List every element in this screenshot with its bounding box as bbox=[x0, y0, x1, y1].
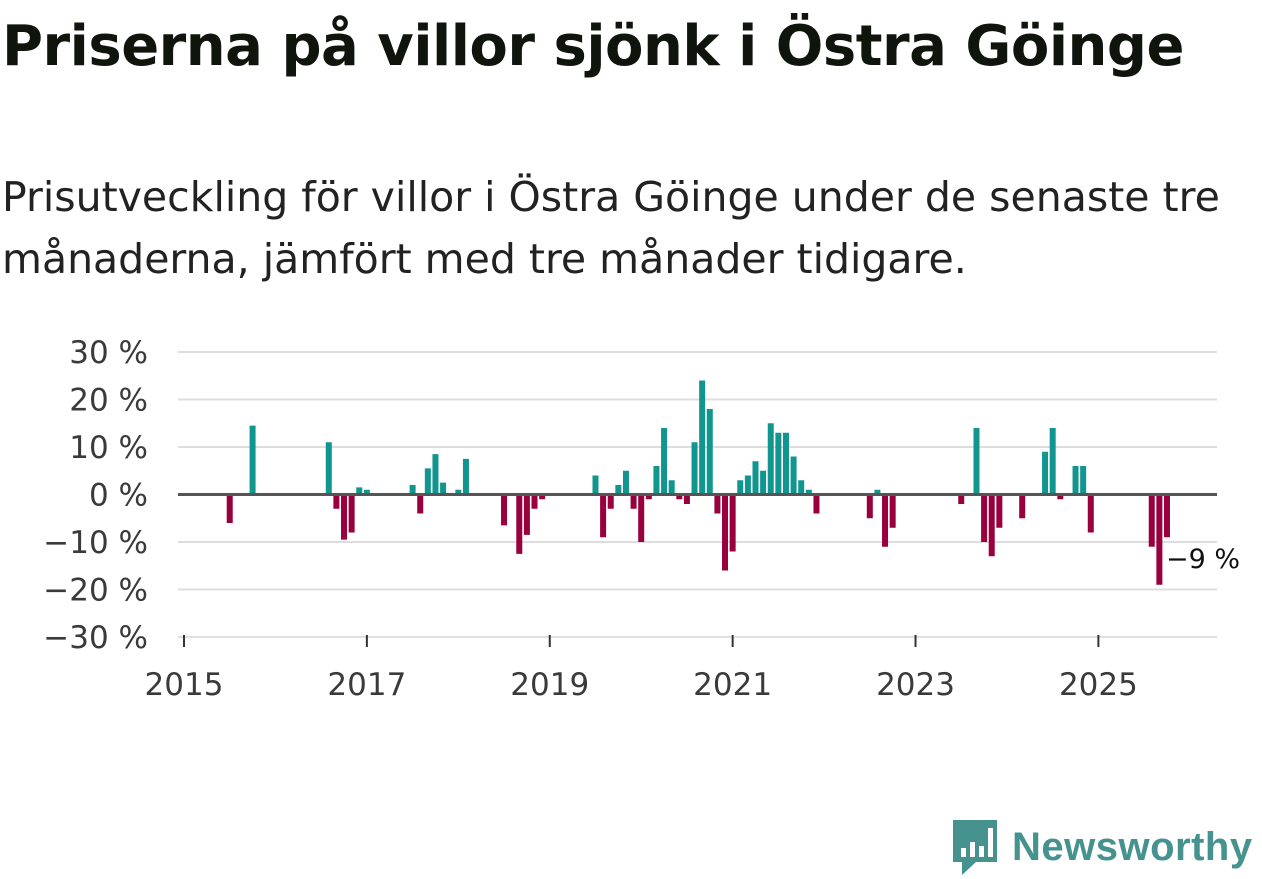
bar-positive bbox=[653, 466, 660, 495]
bar-positive bbox=[1049, 428, 1056, 495]
bar-positive bbox=[615, 485, 622, 495]
x-tick-label: 2017 bbox=[327, 667, 406, 700]
bar-positive bbox=[767, 423, 774, 495]
chart-title: Priserna på villor sjönk i Östra Göinge bbox=[2, 14, 1184, 79]
axes bbox=[178, 493, 1217, 647]
brand-name: Newsworthy bbox=[1012, 824, 1253, 869]
bar-positive bbox=[760, 470, 767, 495]
bar-negative bbox=[226, 494, 233, 523]
bar-positive bbox=[752, 461, 759, 495]
bar-positive bbox=[1072, 466, 1079, 495]
bar-negative bbox=[729, 494, 736, 552]
bar-negative bbox=[958, 494, 965, 504]
bar-negative bbox=[1148, 494, 1155, 547]
chart-subtitle: Prisutveckling för villor i Östra Göinge… bbox=[2, 173, 1220, 283]
bar-negative bbox=[600, 494, 607, 538]
bar-negative bbox=[638, 494, 645, 542]
bar-negative bbox=[676, 494, 683, 500]
x-tick-label: 2019 bbox=[510, 667, 589, 700]
y-tick-label: −10 % bbox=[43, 525, 148, 561]
bar-positive bbox=[744, 475, 751, 495]
bar-positive bbox=[462, 458, 469, 495]
bar-positive bbox=[325, 442, 332, 495]
labels: 30 % 20 % 10 % 0 % −10 % −20 % −30 % 2015 2017 20… bbox=[43, 335, 1243, 700]
y-tick-label: −20 % bbox=[43, 573, 148, 609]
bar-positive bbox=[409, 485, 416, 495]
y-tick-label: 30 % bbox=[69, 335, 148, 371]
bar-negative bbox=[645, 494, 652, 500]
bar-negative bbox=[714, 494, 721, 514]
bar-positive bbox=[661, 428, 668, 495]
bar-positive bbox=[1042, 451, 1049, 495]
bar-positive bbox=[592, 475, 599, 495]
bar-positive bbox=[775, 432, 782, 495]
bar-negative bbox=[1057, 494, 1064, 500]
bar-negative bbox=[988, 494, 995, 557]
bar-negative bbox=[889, 494, 896, 528]
bar-negative bbox=[417, 494, 424, 514]
data-label: −9 % bbox=[1166, 544, 1240, 575]
bar-negative bbox=[341, 494, 348, 540]
bar-negative bbox=[981, 494, 988, 542]
bar-positive bbox=[622, 470, 629, 495]
bar-chart: 30 % 20 % 10 % 0 % −10 % −20 % −30 % 2015 2017 20… bbox=[43, 335, 1243, 700]
bar-positive bbox=[356, 487, 363, 495]
bars bbox=[226, 380, 1170, 585]
bar-negative bbox=[1156, 494, 1163, 585]
bar-positive bbox=[691, 442, 698, 495]
x-tick-label: 2021 bbox=[693, 667, 772, 700]
bar-negative bbox=[866, 494, 873, 519]
bar-negative bbox=[882, 494, 889, 547]
bar-negative bbox=[813, 494, 820, 514]
bar-positive bbox=[424, 468, 431, 495]
bar-negative bbox=[630, 494, 637, 509]
x-tick-label: 2015 bbox=[145, 667, 224, 700]
bar-positive bbox=[737, 480, 744, 495]
bar-negative bbox=[722, 494, 729, 571]
newsworthy-logo: Newsworthy bbox=[950, 818, 1253, 876]
bar-positive bbox=[699, 380, 706, 495]
bar-negative bbox=[1163, 494, 1170, 538]
x-tick-label: 2025 bbox=[1059, 667, 1138, 700]
bar-positive bbox=[805, 489, 812, 495]
bar-positive bbox=[668, 480, 675, 495]
bar-positive bbox=[363, 489, 370, 495]
bar-negative bbox=[501, 494, 508, 526]
bar-positive bbox=[973, 428, 980, 495]
bar-positive bbox=[440, 482, 447, 495]
bar-positive bbox=[798, 480, 805, 495]
bar-negative bbox=[607, 494, 614, 509]
bar-negative bbox=[348, 494, 355, 533]
bar-negative bbox=[516, 494, 523, 554]
newsworthy-logo-icon bbox=[953, 820, 997, 875]
bar-positive bbox=[874, 489, 881, 495]
bar-negative bbox=[683, 494, 690, 504]
y-tick-label: 0 % bbox=[89, 478, 148, 514]
y-tick-label: −30 % bbox=[43, 620, 148, 656]
bar-negative bbox=[333, 494, 340, 509]
bar-negative bbox=[1087, 494, 1094, 533]
bar-negative bbox=[996, 494, 1003, 528]
bar-positive bbox=[790, 456, 797, 495]
bar-negative bbox=[1019, 494, 1026, 519]
bar-positive bbox=[432, 454, 439, 495]
bar-positive bbox=[706, 409, 713, 495]
bar-negative bbox=[523, 494, 530, 535]
x-tick-label: 2023 bbox=[876, 667, 955, 700]
bar-negative bbox=[531, 494, 538, 509]
bar-negative bbox=[539, 494, 546, 500]
bar-positive bbox=[1080, 466, 1087, 495]
y-tick-label: 10 % bbox=[69, 430, 148, 466]
bar-positive bbox=[249, 425, 256, 495]
bar-positive bbox=[782, 432, 789, 495]
y-tick-label: 20 % bbox=[69, 383, 148, 419]
bar-positive bbox=[455, 489, 462, 495]
